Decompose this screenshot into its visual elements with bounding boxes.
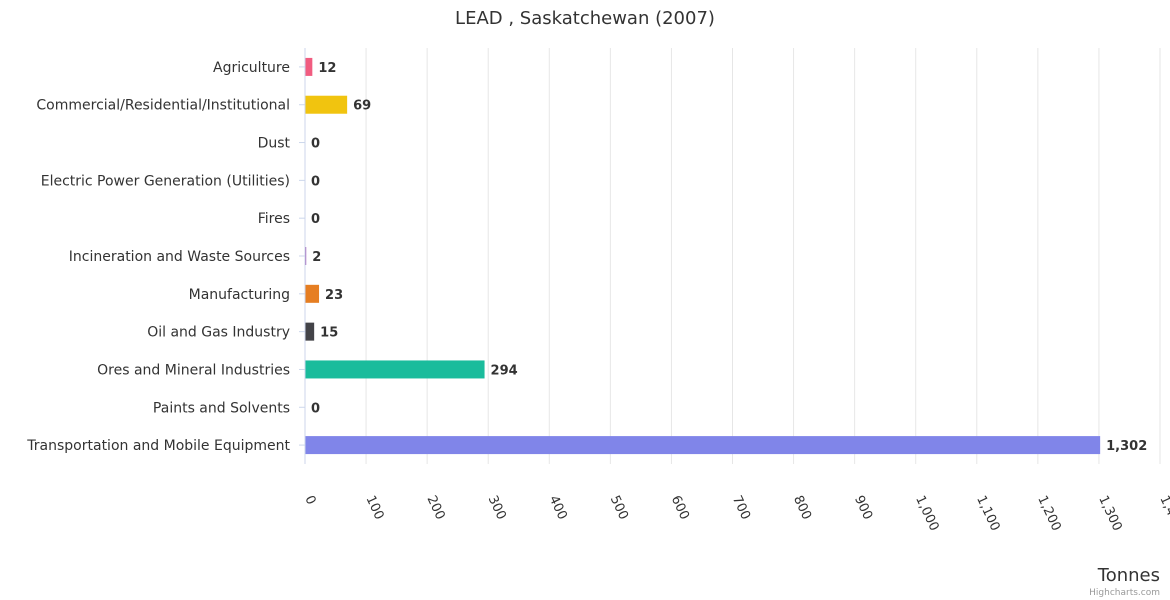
data-label: 2 [312,250,321,265]
data-label: 294 [491,363,518,378]
bar[interactable] [305,57,313,76]
category-label: Oil and Gas Industry [147,325,290,341]
category-label: Ores and Mineral Industries [97,362,290,378]
data-label: 0 [311,212,320,227]
bar[interactable] [305,360,485,379]
category-label: Paints and Solvents [153,400,290,416]
bar[interactable] [305,247,307,265]
data-label: 0 [311,137,320,152]
credits-link[interactable]: Highcharts.com [1089,588,1160,598]
data-label: 69 [353,99,371,114]
chart-title: LEAD , Saskatchewan (2007) [455,8,715,29]
data-label: 0 [311,401,320,416]
data-label: 0 [311,174,320,189]
category-labels: Agriculture Commercial/Residential/Instit… [26,60,305,454]
category-label: Dust [258,136,291,152]
bar[interactable] [305,436,1101,455]
data-labels: 12 69 0 0 0 2 23 15 294 0 1,302 [311,61,1147,454]
bars [305,57,1101,455]
category-label: Electric Power Generation (Utilities) [41,173,290,189]
data-label: 1,302 [1106,439,1147,454]
grid-lines [365,48,1161,464]
x-axis-title: Tonnes [1097,565,1160,586]
category-label: Fires [258,211,290,227]
data-label: 15 [320,326,338,341]
category-label: Transportation and Mobile Equipment [26,438,290,454]
category-label: Incineration and Waste Sources [69,249,290,265]
data-label: 12 [318,61,336,76]
bar[interactable] [305,284,320,303]
data-label: 23 [325,288,343,303]
category-label: Agriculture [213,60,290,76]
bar[interactable] [305,322,315,341]
category-label: Manufacturing [189,287,290,303]
bar[interactable] [305,95,348,114]
category-label: Commercial/Residential/Institutional [36,98,290,114]
